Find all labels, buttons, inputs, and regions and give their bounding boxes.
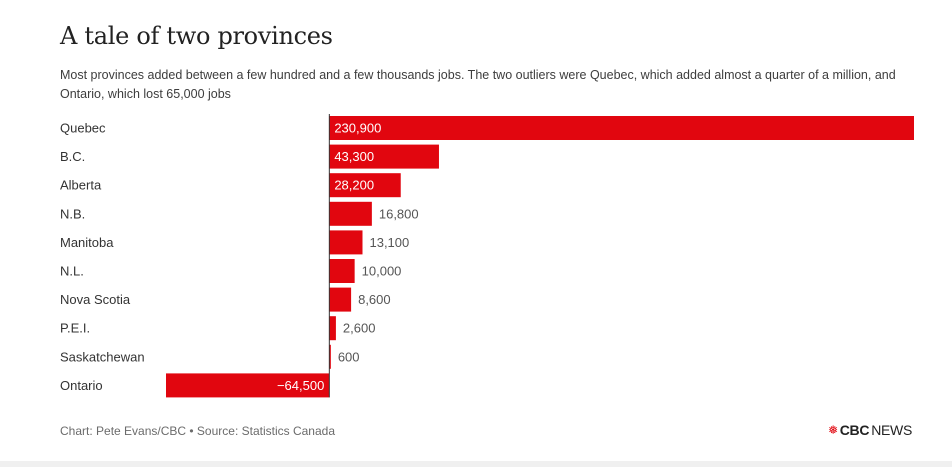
category-label: Manitoba	[60, 235, 114, 250]
value-label: 8,600	[358, 292, 391, 307]
cbc-news-logo[interactable]: ❅ CBC NEWS	[828, 422, 912, 438]
value-label: 2,600	[343, 321, 376, 336]
cbc-gem-icon: ❅	[827, 423, 838, 437]
value-label: 28,200	[334, 178, 374, 193]
bar	[329, 230, 363, 255]
bar	[329, 287, 352, 312]
bar	[166, 373, 330, 398]
category-label: B.C.	[60, 149, 85, 164]
category-label: Saskatchewan	[60, 349, 145, 364]
category-label: P.E.I.	[60, 321, 90, 336]
value-label: 16,800	[379, 206, 419, 221]
category-label: Quebec	[60, 121, 106, 136]
value-label: 13,100	[369, 235, 409, 250]
chart-subtitle: Most provinces added between a few hundr…	[60, 68, 896, 101]
category-label: Ontario	[60, 378, 103, 393]
category-label: N.L.	[60, 264, 84, 279]
category-label: N.B.	[60, 206, 85, 221]
bar	[329, 344, 331, 369]
bar	[329, 173, 401, 198]
logo-light-text: NEWS	[871, 422, 912, 438]
bar	[329, 201, 372, 226]
value-label: −64,500	[277, 378, 324, 393]
chart-credit: Chart: Pete Evans/CBC • Source: Statisti…	[60, 424, 335, 438]
value-label: 230,900	[334, 121, 381, 136]
category-label: Nova Scotia	[60, 292, 131, 307]
bottom-divider	[0, 461, 952, 467]
value-label: 600	[338, 349, 360, 364]
bar	[329, 259, 355, 283]
bar	[329, 144, 439, 169]
bar	[329, 316, 336, 341]
chart-title: A tale of two provinces	[60, 22, 333, 50]
bar	[329, 116, 914, 140]
value-label: 43,300	[334, 149, 374, 164]
bar-chart: Quebec 230,900 B.C. 43,300 Alberta 28,200 N.B.…	[60, 114, 914, 398]
category-label: Alberta	[60, 178, 102, 193]
logo-bold-text: CBC	[839, 422, 870, 438]
value-label: 10,000	[362, 264, 402, 279]
